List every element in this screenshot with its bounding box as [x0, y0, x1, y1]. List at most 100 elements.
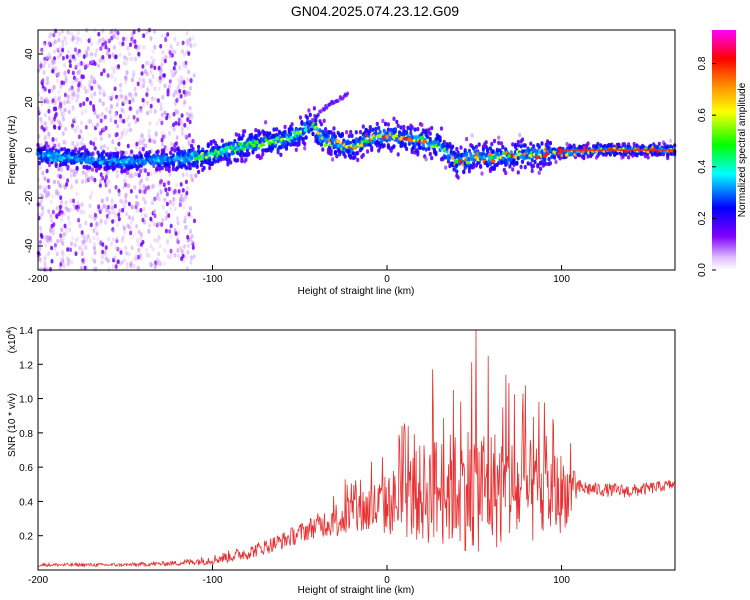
spectrogram-noise-cell	[111, 139, 115, 144]
spectrogram-noise-cell	[49, 213, 53, 219]
spectrogram-noise-cell	[90, 59, 94, 64]
spectrogram-noise-cell	[38, 202, 42, 207]
spectrogram-noise-cell	[176, 220, 180, 226]
spectrogram-noise-cell	[113, 255, 117, 261]
spectrogram-noise-cell	[73, 242, 77, 248]
spectrogram-ridge-cell	[350, 133, 354, 138]
spectrogram-noise-cell	[119, 150, 123, 155]
spectrogram-noise-cell	[85, 97, 89, 102]
spectrogram-ridge-cell	[465, 136, 469, 142]
spectrogram-noise-cell	[69, 54, 73, 59]
spectrogram-noise-cell	[88, 213, 92, 219]
spectrogram-noise-cell	[122, 257, 126, 263]
spectrogram-ridge-cell	[381, 118, 385, 124]
spectrogram-ridge-cell	[582, 155, 586, 161]
spectrogram-noise-cell	[121, 207, 125, 213]
spectrogram-ridge-cell	[279, 152, 283, 157]
spectrogram-noise-cell	[93, 250, 97, 255]
spectrogram-ridge-cell	[170, 146, 174, 152]
spectrogram-ridge-cell	[314, 118, 318, 123]
spectrogram-noise-cell	[52, 84, 56, 90]
spectrogram-noise-cell	[80, 111, 84, 116]
spectrogram-noise-cell	[129, 261, 133, 266]
spectrogram-ridge-cell	[455, 163, 459, 168]
spectrogram-x-tick-label: -200	[28, 274, 48, 285]
spectrogram-noise-cell	[95, 231, 99, 236]
spectrogram-noise-cell	[43, 176, 47, 181]
spectrogram-noise-cell	[174, 69, 178, 75]
spectrogram-noise-cell	[103, 250, 107, 256]
spectrogram-ridge-cell	[283, 129, 287, 135]
spectrogram-noise-cell	[177, 64, 181, 70]
spectrogram-noise-cell	[183, 52, 187, 57]
spectrogram-noise-cell	[185, 111, 189, 117]
spectrogram-noise-cell	[114, 185, 118, 190]
spectrogram-noise-cell	[114, 65, 118, 71]
spectrogram-noise-cell	[189, 78, 193, 83]
spectrogram-noise-cell	[72, 169, 76, 174]
spectrogram-ridge-cell	[339, 143, 343, 148]
spectrogram-noise-cell	[93, 177, 97, 183]
spectrogram-noise-cell	[122, 127, 126, 133]
spectrogram-noise-cell	[149, 64, 153, 69]
spectrogram-noise-cell	[126, 143, 130, 149]
spectrogram-noise-cell	[49, 199, 53, 205]
spectrogram-noise-cell	[169, 223, 173, 229]
spectrogram-noise-cell	[80, 230, 84, 235]
spectrogram-noise-cell	[39, 143, 43, 148]
spectrogram-noise-cell	[86, 88, 90, 93]
spectrogram-noise-cell	[150, 55, 153, 60]
spectrogram-ridge-cell	[300, 121, 304, 126]
spectrogram-noise-cell	[137, 107, 141, 113]
spectrogram-noise-cell	[158, 243, 162, 249]
spectrogram-noise-cell	[186, 77, 190, 82]
snr-multiplier-close: )	[7, 327, 18, 330]
spectrogram-noise-cell	[160, 112, 164, 118]
spectrogram-ridge-cell	[511, 142, 515, 147]
spectrogram-ridge-cell	[631, 153, 635, 158]
spectrogram-noise-cell	[41, 78, 45, 83]
spectrogram-noise-cell	[167, 180, 171, 186]
spectrogram-noise-cell	[181, 49, 184, 54]
spectrogram-noise-cell	[52, 32, 56, 38]
spectrogram-noise-cell	[72, 54, 75, 59]
spectrogram-noise-cell	[189, 173, 193, 179]
spectrogram-noise-cell	[87, 176, 91, 181]
spectrogram-ridge-cell	[516, 139, 520, 145]
spectrogram-ridge-cell	[465, 151, 469, 157]
spectrogram-noise-cell	[92, 235, 96, 241]
spectrogram-noise-cell	[139, 108, 143, 113]
spectrogram-ridge-cell	[283, 124, 287, 130]
spectrogram-noise-cell	[173, 188, 177, 194]
spectrogram-ridge-cell	[375, 121, 379, 127]
spectrogram-noise-cell	[90, 175, 94, 180]
spectrogram-ridge-cell	[201, 160, 205, 165]
spectrogram-noise-cell	[176, 248, 180, 253]
spectrogram-noise-cell	[57, 89, 61, 95]
spectrogram-noise-cell	[134, 119, 138, 125]
spectrogram-noise-cell	[158, 117, 162, 123]
spectrogram-ridge-cell	[121, 150, 125, 155]
spectrogram-noise-cell	[124, 131, 128, 136]
colorbar-label: Normalized spectral amplitude	[737, 82, 748, 217]
spectrogram-noise-cell	[68, 220, 72, 226]
spectrogram-noise-cell	[78, 223, 82, 228]
spectrogram-noise-cell	[86, 46, 90, 51]
spectrogram-noise-cell	[74, 47, 77, 52]
spectrogram-ridge-cell	[554, 159, 558, 165]
spectrogram-noise-cell	[119, 250, 123, 255]
snr-y-tick-label: 1.2	[19, 360, 33, 371]
spectrogram-ridge-cell	[261, 152, 265, 157]
spectrogram-noise-cell	[152, 221, 156, 227]
spectrogram-ridge-cell	[231, 142, 236, 147]
spectrogram-noise-cell	[71, 106, 75, 112]
spectrogram-noise-cell	[164, 187, 168, 193]
spectrogram-ridge-cell	[171, 166, 175, 172]
spectrogram-noise-cell	[79, 129, 83, 134]
spectrogram-noise-cell	[133, 39, 137, 44]
spectrogram-ridge-cell	[244, 157, 248, 162]
spectrogram-noise-cell	[179, 182, 183, 187]
snr-panel: -200 -100 0 100 0.2 0.4 0.6 0.8 1.0 1.2 1.4 Heigh…	[6, 326, 676, 596]
spectrogram-noise-cell	[163, 58, 167, 64]
spectrogram-noise-cell	[83, 265, 87, 271]
